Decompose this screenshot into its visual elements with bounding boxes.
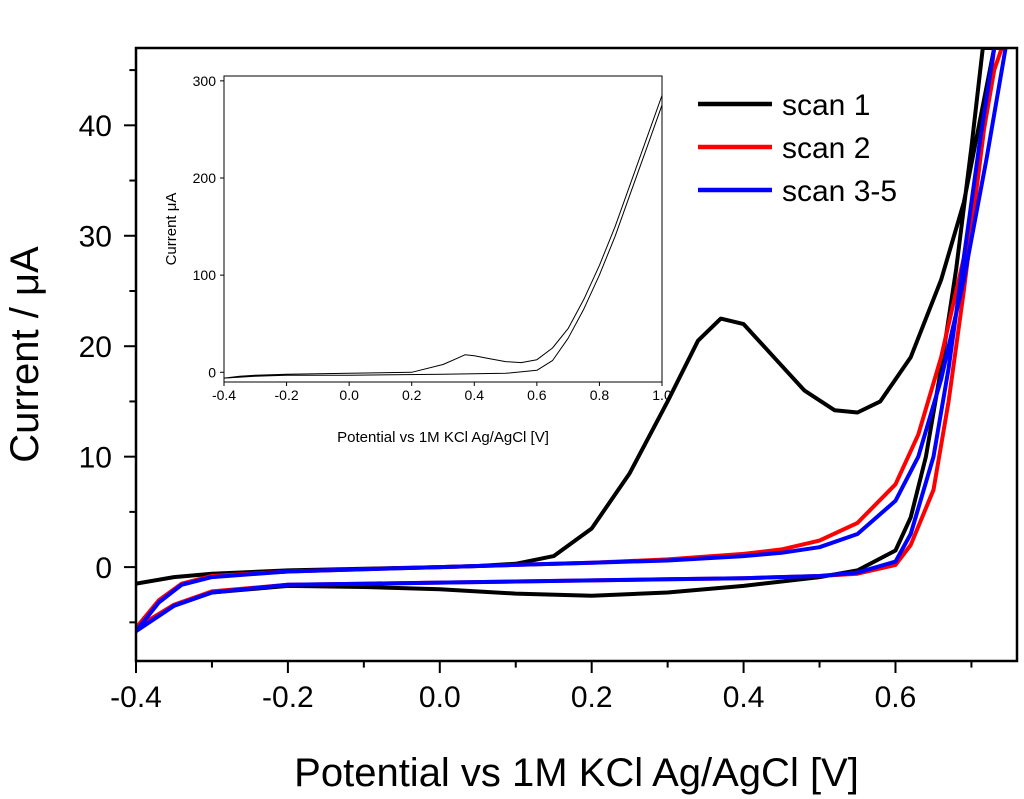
y-tick-label: 10 xyxy=(79,441,112,474)
y-tick-label: 20 xyxy=(79,331,112,364)
y-tick-label: 0 xyxy=(208,364,216,380)
plot-frame xyxy=(223,75,663,383)
x-tick-label: 0.0 xyxy=(419,681,461,714)
y-tick-label: 30 xyxy=(79,221,112,254)
series-line-0 xyxy=(224,94,662,379)
legend-label: scan 1 xyxy=(782,89,870,122)
y-axis-label: Current μA xyxy=(163,193,180,266)
main-plot: -0.4 -0.2 0.0 0.2 0.4 0.6 0 10 20 30 40 Potential v… xyxy=(3,46,1019,795)
x-tick-label: 0.0 xyxy=(339,387,359,403)
x-tick-label: 1.0 xyxy=(652,387,672,403)
y-tick-label: 200 xyxy=(193,170,217,186)
y-tick-label: 40 xyxy=(79,110,112,143)
series-group xyxy=(136,48,1008,634)
x-tick-label: 0.6 xyxy=(875,681,917,714)
inset-plot: -0.4 -0.2 0.0 0.2 0.4 0.6 0.8 1.0 0 100 200 300 Pote… xyxy=(163,73,672,446)
x-axis-label: Potential vs 1M KCl Ag/AgCl [V] xyxy=(337,429,549,446)
y-tick-label: 0 xyxy=(95,552,112,585)
legend-label: scan 2 xyxy=(782,132,870,165)
legend: scan 1 scan 2 scan 3-5 xyxy=(698,89,897,208)
y-tick-label: 300 xyxy=(193,73,217,89)
inset-background xyxy=(224,76,662,382)
series-line-scan-3-5 xyxy=(136,48,1008,634)
legend-label: scan 3-5 xyxy=(782,175,897,208)
y-tick-label: 100 xyxy=(193,267,217,283)
x-tick-label: 0.4 xyxy=(465,387,485,403)
series-line-scan-1 xyxy=(136,48,997,630)
series-group xyxy=(224,94,662,379)
y-axis-label: Current / μA xyxy=(3,246,47,463)
x-axis-label: Potential vs 1M KCl Ag/AgCl [V] xyxy=(294,751,859,795)
x-tick-label: -0.4 xyxy=(212,387,236,403)
x-tick-label: 0.2 xyxy=(402,387,422,403)
x-tick-label: -0.2 xyxy=(275,387,299,403)
x-tick-label: -0.2 xyxy=(262,681,314,714)
plot-frame xyxy=(134,46,1019,663)
x-tick-label: -0.4 xyxy=(110,681,162,714)
x-tick-label: 0.4 xyxy=(723,681,765,714)
x-tick-label: 0.2 xyxy=(571,681,613,714)
x-tick-label: 0.8 xyxy=(590,387,610,403)
x-tick-label: 0.6 xyxy=(527,387,547,403)
